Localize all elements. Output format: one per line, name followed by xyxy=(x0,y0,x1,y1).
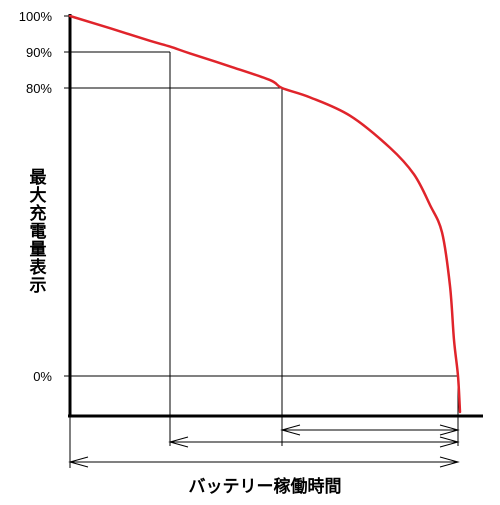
y-tick-label: 80% xyxy=(26,81,52,96)
duration-arrow xyxy=(280,424,460,436)
duration-arrow xyxy=(168,436,460,448)
y-tick-label: 0% xyxy=(33,369,52,384)
arrow-head-right xyxy=(439,456,460,468)
x-axis-label: バッテリー稼働時間 xyxy=(189,476,342,496)
arrow-head-right xyxy=(439,424,460,436)
axis-layer xyxy=(68,14,483,418)
guides-layer xyxy=(69,51,459,468)
arrow-head-left xyxy=(280,424,301,436)
y-axis-label: 最大充電量表示 xyxy=(27,168,47,294)
ticks-layer: 100% 90% 80% 0% xyxy=(19,9,70,384)
arrow-head-left xyxy=(168,436,189,448)
arrow-head-left xyxy=(68,456,89,468)
y-tick-label: 90% xyxy=(26,45,52,60)
arrows-layer xyxy=(68,424,460,468)
curve-layer xyxy=(68,14,462,414)
battery-curve xyxy=(68,14,462,414)
duration-arrow xyxy=(68,456,460,468)
y-tick-label: 100% xyxy=(19,9,53,24)
arrow-head-right xyxy=(439,436,460,448)
